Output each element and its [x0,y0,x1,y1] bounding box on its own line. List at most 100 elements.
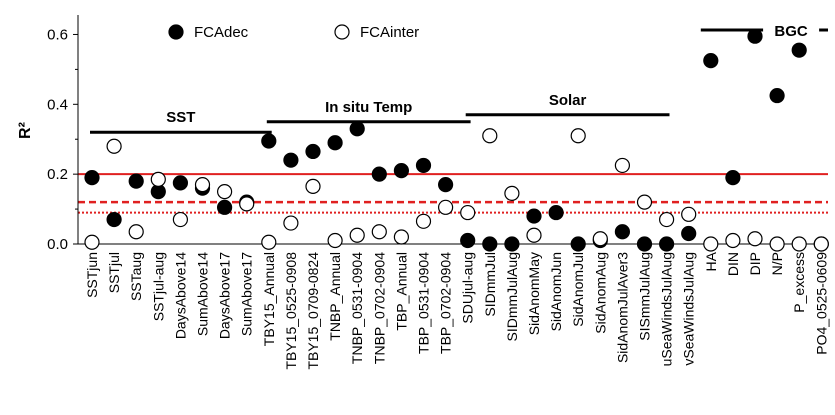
point-fcainter [217,184,233,200]
point-fcadec [261,133,277,149]
point-fcadec [283,152,299,168]
y-tick-label: 0.0 [47,236,68,253]
point-fcainter [725,232,741,249]
point-fcainter [703,236,719,252]
point-fcadec [636,236,653,252]
point-fcainter [769,236,785,252]
x-tick-label: uSeaWindsJulAug [659,252,675,366]
legend: FCAdec FCAinter [168,24,419,41]
x-tick-label: SISmmJulAug [637,252,653,341]
x-tick-label: SidAnomMay [526,252,542,335]
point-fcadec [438,177,454,193]
x-tick-label: SumAbove14 [195,252,211,336]
point-fcainter [349,227,365,243]
point-fcainter [570,128,586,144]
point-fcainter [592,231,608,247]
reference-lines [78,173,828,214]
point-fcadec [327,135,343,151]
y-tick-label: 0.4 [47,96,68,113]
point-fcadec [217,199,233,215]
x-tick-label: DaysAbove14 [172,252,188,339]
legend-label: FCAinter [360,24,419,41]
point-fcadec [548,204,564,221]
point-fcadec [106,211,122,228]
point-fcainter [791,236,807,252]
x-tick-label: DaysAbove17 [217,252,233,339]
y-tick-label: 0.6 [47,26,68,43]
x-tick-label: SidAnomJul [570,252,586,327]
point-fcainter [128,224,144,240]
x-tick-label: HA [703,251,719,271]
point-fcadec [371,166,387,182]
x-tick-label: TNBP_Annual [327,252,343,341]
point-fcainter [261,234,277,250]
legend-marker [168,24,184,40]
group-label: In situ Temp [325,99,412,116]
x-tick-label: SSTjun [84,252,100,298]
point-fcainter [658,211,675,228]
x-tick-label: vSeaWindsJulAug [681,252,697,366]
x-tick-label: SIDmmJulAug [504,252,520,341]
point-fcainter [482,128,498,144]
x-tick-label: N/P [769,252,785,275]
x-tick-label: SDUjul-aug [460,252,476,324]
x-tick-label: SidAnomAug [592,252,608,334]
point-fcadec [128,173,144,189]
y-tick-label: 0.2 [47,166,68,183]
point-fcadec [614,224,631,240]
point-fcainter [438,199,454,215]
x-tick-label: TBY15_0525-0908 [283,252,299,370]
y-tick-labels: 0.0 0.2 0.4 0.6 [47,26,68,253]
x-tick-label: TBP_0531-0904 [416,252,432,354]
legend-label: FCAdec [194,24,249,41]
point-fcadec [415,157,432,174]
point-fcadec [349,121,365,137]
point-fcadec [172,175,188,191]
point-fcadec [703,53,719,69]
point-fcadec [526,208,542,224]
group-label: SST [166,109,195,126]
point-fcadec [482,236,498,252]
point-fcainter [393,229,409,245]
point-fcainter [636,194,653,210]
point-fcainter [681,206,697,222]
x-tick-label: DIP [747,252,763,275]
point-fcadec [305,143,321,160]
group-label: BGC [774,23,808,40]
x-tick-label: TBP_Annual [393,252,409,331]
x-tick-label: SSTjul [106,252,122,293]
point-fcainter [150,171,166,187]
x-tick-label: SSTjul-aug [150,252,166,321]
x-tick-label: PO4_0525-0609 [813,252,829,355]
data-points [84,28,829,252]
y-axis-label: R² [17,122,34,139]
x-tick-label: SIDmmJul [482,252,498,317]
point-fcainter [194,177,211,193]
point-fcainter [526,227,542,243]
point-fcadec [725,170,741,186]
group-label: Solar [549,92,587,109]
point-fcadec [681,225,697,242]
x-tick-label: SidAnomJulAver3 [614,252,630,363]
x-tick-label: TNBP_0702-0904 [371,252,387,364]
point-fcainter [460,204,476,221]
legend-marker [334,24,350,40]
point-fcainter [172,211,188,228]
point-fcadec [570,236,586,252]
x-tick-label: DIN [725,252,741,276]
point-fcadec [460,232,476,249]
point-fcadec [84,170,100,186]
point-fcainter [747,231,763,247]
x-tick-label: TBY15_Annual [261,252,277,346]
x-tick-label: TBY15_0709-0824 [305,252,321,370]
point-fcadec [504,236,520,252]
x-tick-label: P_excess [791,252,807,313]
point-fcadec [658,236,675,252]
point-fcainter [239,196,255,212]
x-tick-label: SumAbove17 [239,252,255,336]
point-fcainter [84,234,100,250]
point-fcainter [371,224,387,240]
point-fcadec [393,163,409,179]
point-fcainter [504,185,520,201]
x-tick-label: TNBP_0531-0904 [349,252,365,364]
